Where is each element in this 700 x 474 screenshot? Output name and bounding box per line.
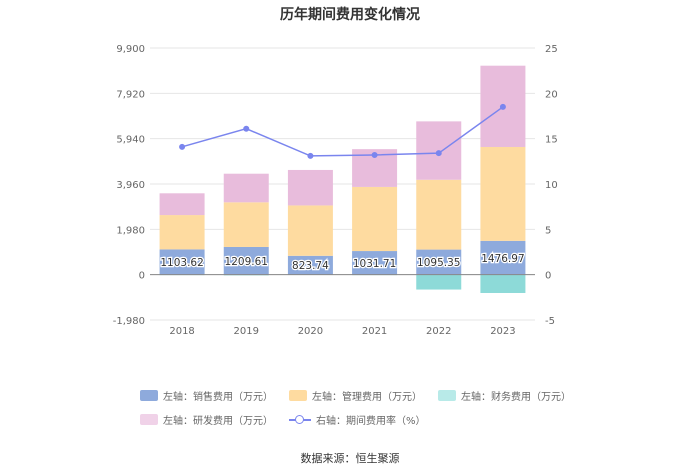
- y-right-tick-label: 0: [545, 271, 551, 282]
- bar-sales: [223, 246, 269, 275]
- bar-sales: [416, 249, 462, 275]
- legend-item-sales[interactable]: 左轴：销售费用（万元）: [140, 388, 273, 403]
- rate-point: [307, 152, 314, 159]
- bar-data-label: 1095.35: [417, 257, 460, 269]
- bar-admin: [223, 202, 269, 247]
- data-source: 数据来源：恒生聚源: [300, 452, 400, 465]
- legend-item-rate[interactable]: 右轴：期间费用率（%）: [289, 412, 426, 427]
- rate-point: [179, 143, 186, 150]
- legend-label-sales: 左轴：销售费用（万元）: [163, 392, 273, 403]
- y-right-tick-label: 25: [545, 44, 558, 55]
- y-right-tick-label: 20: [545, 89, 558, 100]
- legend-label-finance: 左轴：财务费用（万元）: [461, 392, 571, 403]
- bar-data-label: 823.74: [292, 260, 329, 272]
- bar-rnd: [287, 169, 333, 206]
- bar-sales: [287, 255, 333, 275]
- bar-rnd: [159, 193, 205, 216]
- legend-item-finance[interactable]: 左轴：财务费用（万元）: [438, 388, 571, 403]
- x-tick-label: 2023: [490, 326, 515, 337]
- legend-item-admin[interactable]: 左轴：管理费用（万元）: [289, 388, 422, 403]
- y-left-tick-label: 0: [139, 271, 145, 282]
- legend-label-rnd: 左轴：研发费用（万元）: [163, 416, 273, 427]
- legend-swatch-sales: [140, 390, 158, 401]
- bar-data-label: 1209.61: [225, 256, 268, 268]
- x-tick-label: 2022: [426, 326, 451, 337]
- bar-admin: [480, 146, 526, 241]
- legend-swatch-rnd: [140, 414, 158, 425]
- bar-admin: [159, 215, 205, 250]
- x-tick-label: 2019: [234, 326, 259, 337]
- bar-data-label: 1476.97: [481, 253, 524, 265]
- y-left-tick-label: -1,980: [113, 316, 145, 327]
- bar-finance: [480, 274, 526, 293]
- bar-sales: [480, 240, 526, 275]
- bar-rnd: [223, 173, 269, 203]
- rate-point: [243, 125, 250, 132]
- bar-admin: [287, 205, 333, 256]
- legend-line-icon: [289, 414, 311, 425]
- legend-item-rnd[interactable]: 左轴：研发费用（万元）: [140, 412, 273, 427]
- bar-data-label: 1031.71: [353, 258, 396, 270]
- rate-point: [499, 103, 506, 110]
- y-right-tick-label: 15: [545, 135, 558, 146]
- expense-chart: -1,980 0 1,980 3,960 5,940 7,920 9,900 -5 0 5 10 15…: [113, 44, 558, 337]
- y-left-tick-label: 7,920: [116, 89, 145, 100]
- y-right-tick-label: 5: [545, 225, 551, 236]
- y-left-tick-label: 1,980: [116, 225, 145, 236]
- y-right-tick-label: 10: [545, 180, 558, 191]
- legend-label-admin: 左轴：管理费用（万元）: [312, 392, 422, 403]
- y-left-tick-label: 9,900: [116, 44, 145, 55]
- rate-line: [181, 106, 504, 157]
- x-tick-label: 2018: [169, 326, 194, 337]
- y-right-tick-label: -5: [545, 316, 555, 327]
- legend-label-rate: 右轴：期间费用率（%）: [316, 416, 426, 427]
- rate-point: [371, 151, 378, 158]
- bar-sales: [352, 251, 398, 275]
- chart-title: 历年期间费用变化情况: [280, 7, 420, 23]
- bar-data-label: 1103.62: [160, 257, 203, 269]
- bar-admin: [352, 186, 398, 252]
- legend-swatch-finance: [438, 390, 456, 401]
- y-left-tick-label: 5,940: [116, 135, 145, 146]
- bar-finance: [416, 274, 462, 290]
- legend-swatch-admin: [289, 390, 307, 401]
- x-tick-label: 2021: [362, 326, 387, 337]
- bar-admin: [416, 179, 462, 250]
- y-left-tick-label: 3,960: [116, 180, 145, 191]
- rate-point: [435, 150, 442, 157]
- x-tick-label: 2020: [298, 326, 323, 337]
- bar-sales: [159, 249, 205, 275]
- chart-legend: 左轴：销售费用（万元） 左轴：管理费用（万元） 左轴：财务费用（万元） 左轴：研…: [140, 388, 580, 436]
